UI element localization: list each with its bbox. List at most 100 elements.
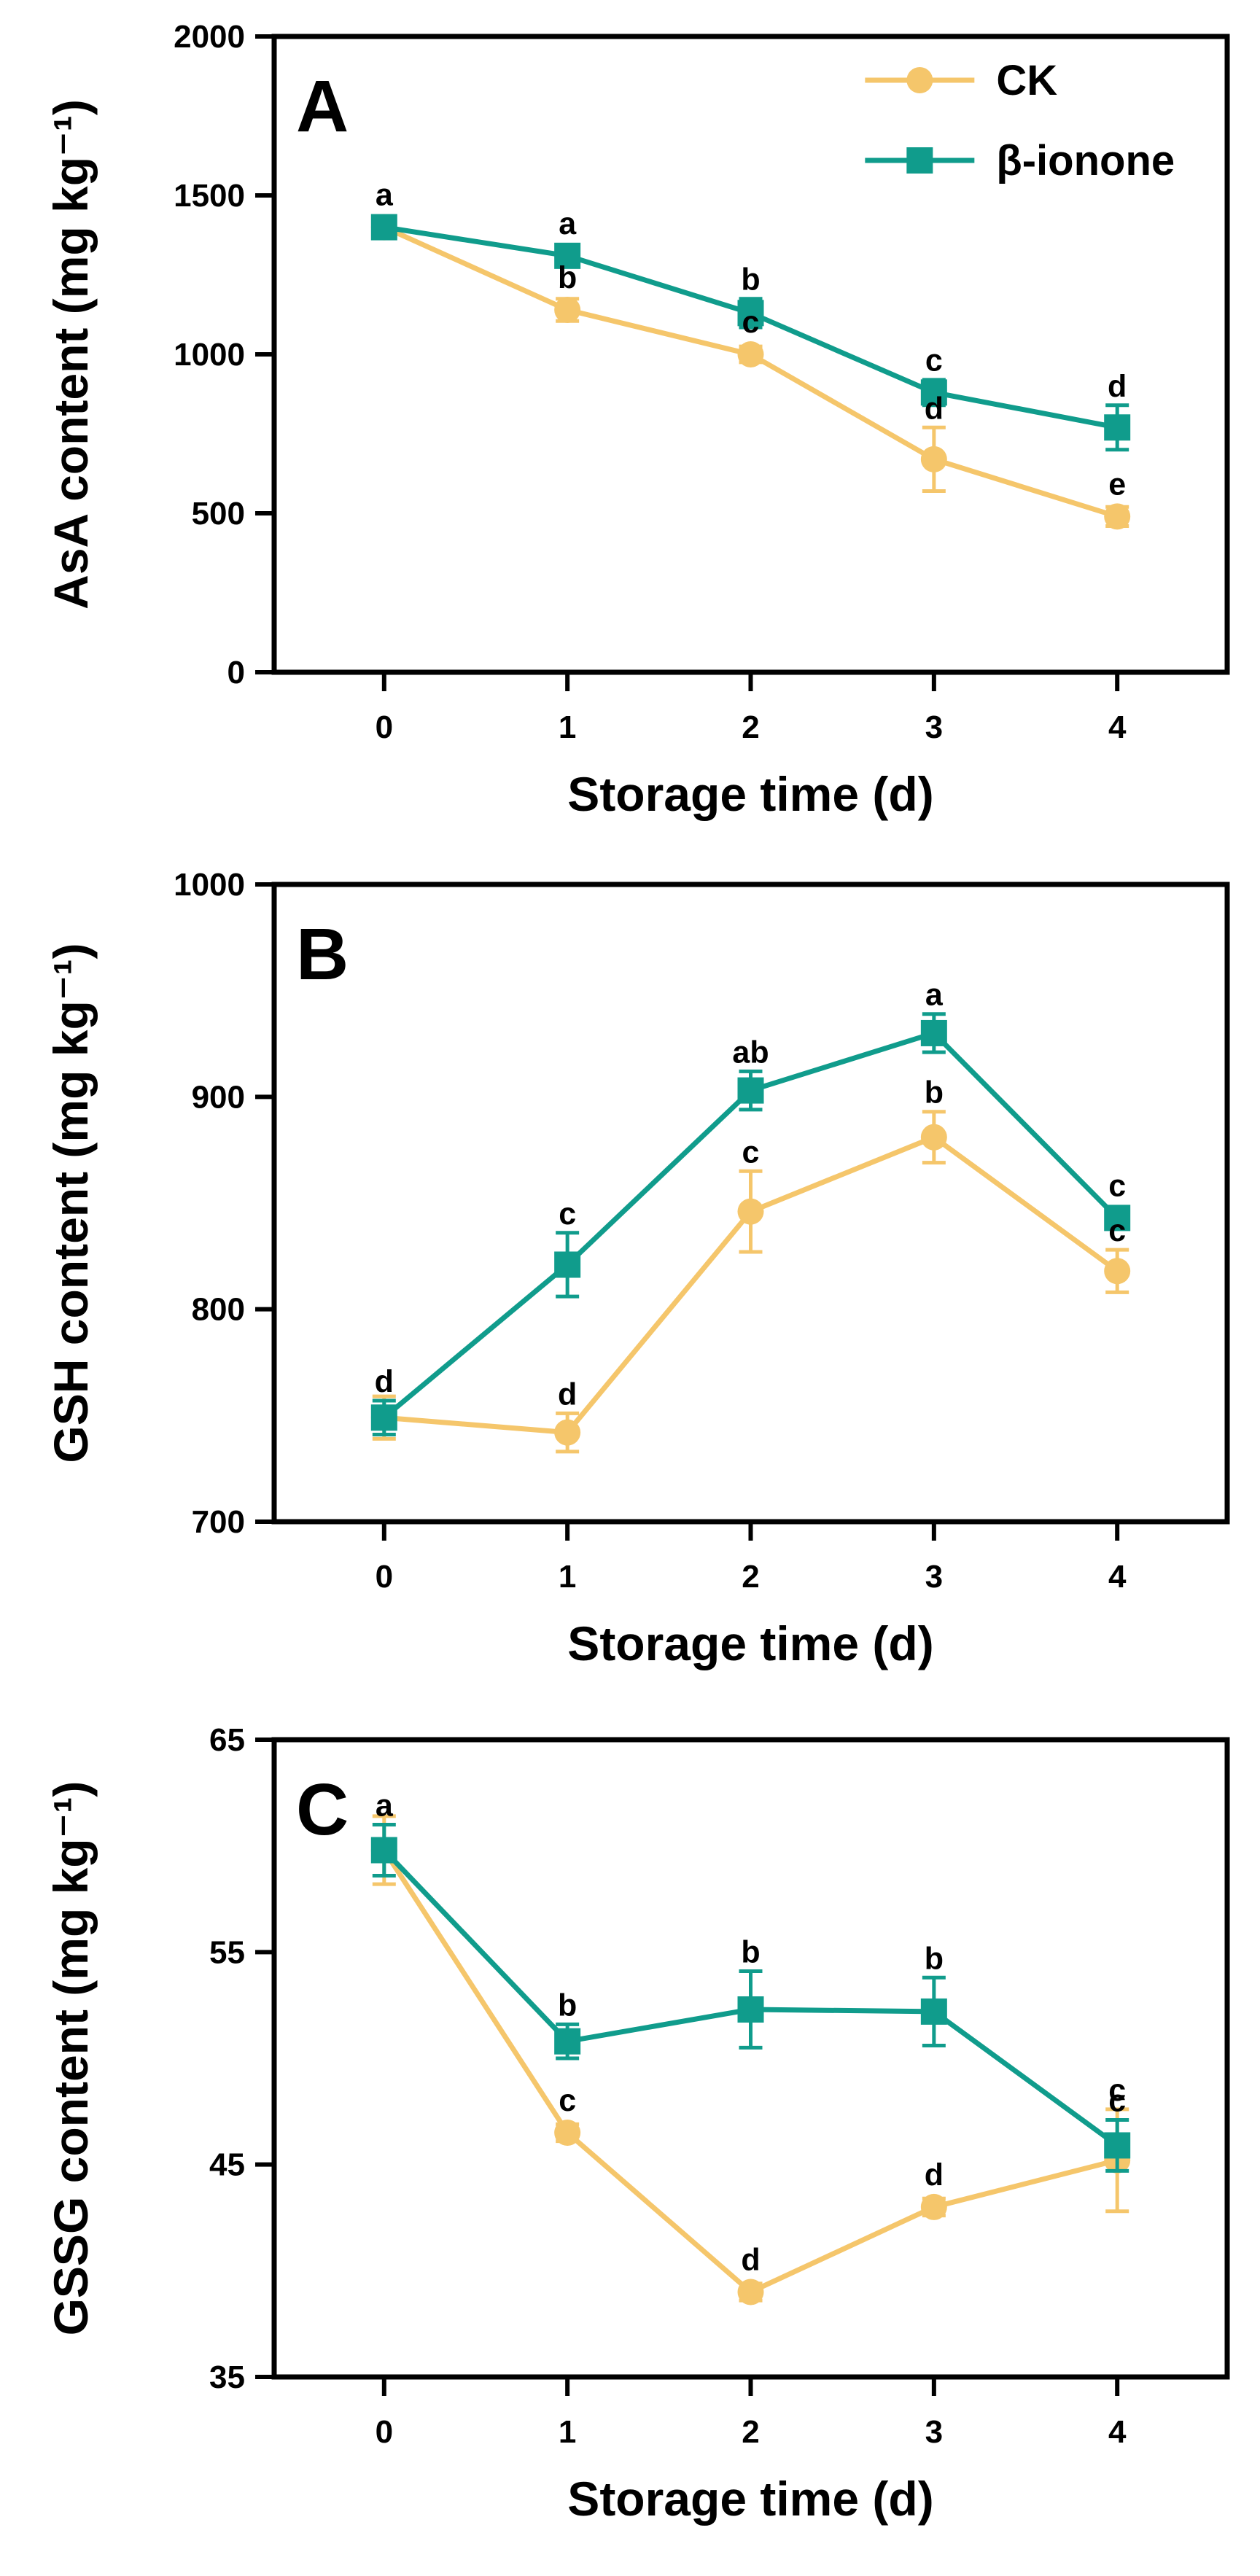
data-point [920, 1019, 947, 1046]
data-point [554, 2119, 581, 2146]
significance-label: a [559, 206, 577, 241]
data-point [737, 2279, 764, 2305]
significance-label: c [1108, 1213, 1126, 1248]
legend-swatch-marker [906, 147, 933, 174]
series-beta-ionone [370, 1012, 1131, 1437]
x-axis-label: Storage time (d) [567, 1616, 933, 1670]
chart-panel-c: 35 45 55 65 0 1 2 3 4 Storage time (d) GSSG conten… [44, 1722, 1230, 2526]
data-point [737, 1996, 764, 2023]
data-point [737, 300, 764, 327]
series-beta-ionone [370, 1823, 1131, 2173]
x-tick-label: 3 [925, 1559, 943, 1595]
x-tick-label: 0 [376, 709, 393, 745]
y-tick-label: 1000 [174, 867, 245, 903]
significance-label: c [559, 2083, 576, 2118]
data-point [1104, 1205, 1131, 1231]
significance-label: d [375, 1364, 394, 1399]
data-point [920, 1998, 947, 2025]
y-axis-label: GSH content (mg kg⁻¹) [44, 943, 98, 1463]
y-tick-label: 1500 [174, 178, 245, 214]
data-point [920, 445, 947, 472]
y-tick-label: 900 [192, 1079, 245, 1115]
x-axis-label: Storage time (d) [567, 767, 933, 821]
significance-label: d [558, 1377, 577, 1412]
data-point [1104, 414, 1131, 441]
data-point [554, 2028, 581, 2055]
significance-label: c [742, 305, 760, 340]
data-point [920, 2193, 947, 2220]
y-tick-label: 0 [228, 655, 245, 690]
data-point [737, 1077, 764, 1104]
significance-label: b [558, 260, 577, 295]
significance-label: ab [732, 1035, 769, 1070]
x-axis-label: Storage time (d) [567, 2472, 933, 2526]
y-axis-label: GSSG content (mg kg⁻¹) [44, 1781, 98, 2336]
significance-label: b [558, 1988, 577, 2023]
significance-label: c [742, 1135, 760, 1170]
x-tick-label: 0 [376, 1559, 393, 1595]
y-tick-label: 800 [192, 1292, 245, 1328]
data-point [1104, 2132, 1131, 2159]
significance-label: a [376, 178, 394, 213]
legend-label: CK [996, 57, 1057, 104]
chart-panel-b: 700 800 900 1000 0 1 2 3 4 Storage time (d) GSH co… [44, 867, 1230, 1670]
y-tick-label: 55 [209, 1934, 245, 1970]
significance-label: c [1108, 2083, 1126, 2118]
significance-label: b [741, 262, 760, 297]
x-tick-label: 4 [1108, 2414, 1127, 2450]
x-tick-label: 1 [559, 1559, 576, 1595]
panel-letter: A [296, 66, 349, 147]
x-tick-label: 2 [742, 1559, 759, 1595]
data-point [1104, 503, 1131, 530]
x-tick-label: 1 [559, 2414, 576, 2450]
y-tick-label: 700 [192, 1504, 245, 1540]
series-line [381, 1848, 1119, 2295]
significance-label: d [741, 2242, 760, 2277]
panel-letter: C [296, 1769, 349, 1851]
panel-letter: B [296, 914, 349, 995]
x-tick-label: 4 [1108, 1559, 1127, 1595]
data-point [1104, 1258, 1131, 1285]
y-tick-label: 35 [209, 2359, 245, 2395]
significance-label: c [559, 1196, 576, 1231]
x-tick-label: 0 [376, 2414, 393, 2450]
significance-label: d [925, 391, 944, 426]
legend: CK β-ionone [865, 57, 1175, 184]
x-tick-label: 3 [925, 2414, 943, 2450]
data-point [554, 1419, 581, 1446]
significance-label: c [1108, 1168, 1126, 1203]
y-tick-label: 1000 [174, 337, 245, 373]
x-tick-label: 4 [1108, 709, 1127, 745]
x-tick-label: 1 [559, 709, 576, 745]
significance-label: d [925, 2157, 944, 2192]
y-tick-label: 45 [209, 2147, 245, 2183]
data-point [370, 214, 397, 241]
data-point [920, 1124, 947, 1151]
significance-label: c [1108, 2073, 1126, 2108]
significance-label: e [1108, 467, 1126, 502]
x-tick-label: 2 [742, 709, 759, 745]
y-tick-label: 500 [192, 496, 245, 532]
series-ck [370, 1814, 1131, 2305]
chart-panel-a: 0 500 1000 1500 2000 0 1 2 3 4 Storage time (d) AsA… [44, 19, 1230, 821]
data-point [554, 242, 581, 269]
significance-label: b [925, 1075, 944, 1110]
significance-label: b [741, 1935, 760, 1970]
legend-label: β-ionone [996, 137, 1175, 184]
y-axis-label: AsA content (mg kg⁻¹) [44, 99, 98, 610]
data-point [737, 1198, 764, 1225]
significance-label: a [376, 1789, 394, 1824]
significance-label: b [925, 1941, 944, 1976]
x-tick-label: 3 [925, 709, 943, 745]
significance-label: a [925, 978, 944, 1013]
data-point [554, 296, 581, 323]
series-beta-ionone [370, 214, 1131, 452]
data-point [370, 1837, 397, 1864]
legend-swatch-marker [906, 67, 933, 93]
data-point [920, 379, 947, 406]
data-point [737, 341, 764, 367]
data-point [370, 1404, 397, 1431]
significance-label: c [925, 343, 943, 378]
y-tick-label: 65 [209, 1722, 245, 1758]
